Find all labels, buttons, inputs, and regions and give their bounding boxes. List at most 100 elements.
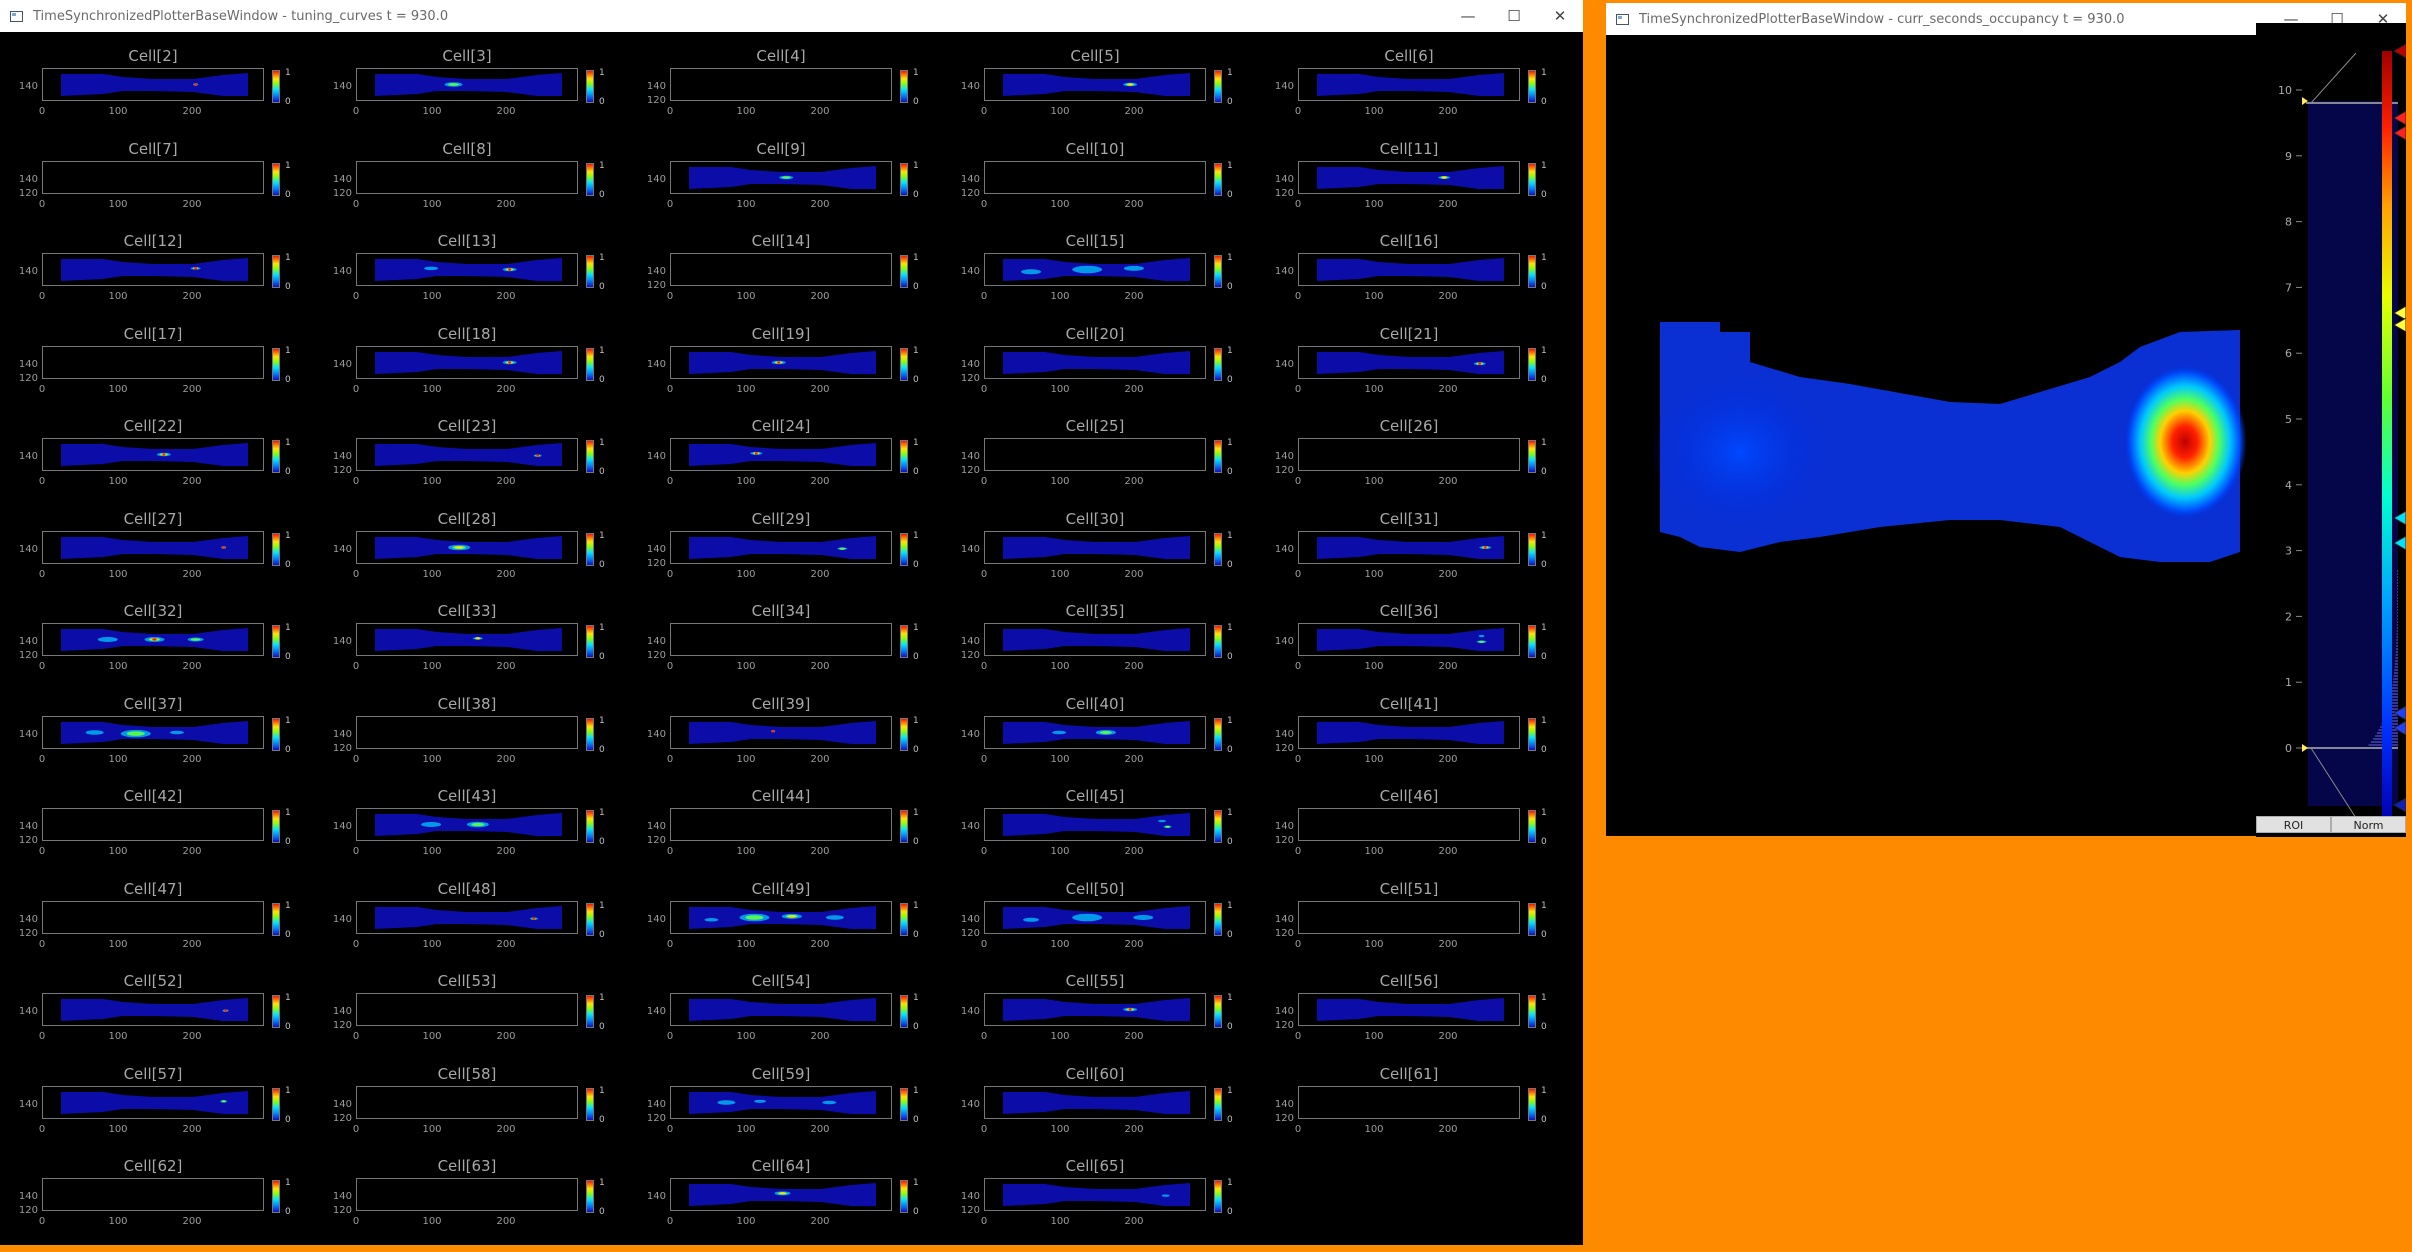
- norm-button[interactable]: Norm: [2331, 816, 2406, 833]
- tuning-curve-cell[interactable]: Cell[6] 140 0 100 200 1 0: [1264, 32, 1578, 124]
- tuning-plot[interactable]: [1298, 900, 1520, 934]
- tuning-plot[interactable]: [42, 808, 264, 841]
- tuning-curve-cell[interactable]: Cell[9] 140 0 100 200 1 0: [636, 125, 950, 217]
- tuning-plot[interactable]: [356, 438, 578, 471]
- tuning-curve-cell[interactable]: Cell[8] 140 120 0 100 200 1 0: [322, 125, 636, 217]
- tuning-curve-cell[interactable]: Cell[43] 140 0 100 200 1 0: [322, 772, 636, 864]
- tuning-plot[interactable]: [984, 68, 1206, 101]
- tuning-curve-cell[interactable]: Cell[21] 140 0 100 200 1 0: [1264, 310, 1578, 402]
- tuning-plot[interactable]: [984, 900, 1206, 934]
- tuning-plot[interactable]: [42, 715, 264, 749]
- tuning-curve-cell[interactable]: Cell[60] 140 0 100 200 1 0: [950, 1050, 1264, 1142]
- tuning-plot[interactable]: [984, 993, 1206, 1026]
- tuning-curve-cell[interactable]: Cell[14] 140 120 0 100 200 1 0: [636, 217, 950, 309]
- tuning-plot[interactable]: [984, 808, 1206, 841]
- tuning-curve-cell[interactable]: Cell[37] 140 0 100 200 1 0: [8, 680, 322, 772]
- tuning-plot[interactable]: [356, 623, 578, 656]
- tuning-plot[interactable]: [1298, 623, 1520, 656]
- tuning-plot[interactable]: [670, 993, 892, 1026]
- tuning-plot[interactable]: [356, 345, 578, 379]
- tuning-curve-cell[interactable]: Cell[62] 140 120 0 100 200 1 0: [8, 1142, 322, 1234]
- tuning-curve-cell[interactable]: Cell[2] 140 0 100 200 1 0: [8, 32, 322, 124]
- tuning-curve-cell[interactable]: Cell[20] 140 120 0 100 200 1 0: [950, 310, 1264, 402]
- tuning-curve-cell[interactable]: Cell[57] 140 0 100 200 1 0: [8, 1050, 322, 1142]
- minimize-button[interactable]: —: [1445, 0, 1491, 32]
- tuning-curve-cell[interactable]: Cell[11] 140 120 0 100 200 1 0: [1264, 125, 1578, 217]
- tuning-plot[interactable]: [356, 530, 578, 564]
- tuning-plot[interactable]: [670, 160, 892, 194]
- tuning-curve-cell[interactable]: Cell[22] 140 0 100 200 1 0: [8, 402, 322, 494]
- tuning-plot[interactable]: [670, 808, 892, 841]
- tuning-curve-cell[interactable]: Cell[30] 140 0 100 200 1 0: [950, 495, 1264, 587]
- tuning-curve-cell[interactable]: Cell[31] 140 0 100 200 1 0: [1264, 495, 1578, 587]
- tuning-plot[interactable]: [670, 438, 892, 471]
- tuning-plot[interactable]: [984, 715, 1206, 749]
- tuning-plot[interactable]: [356, 1085, 578, 1119]
- tuning-plot[interactable]: [670, 900, 892, 934]
- tuning-plot[interactable]: [1298, 345, 1520, 379]
- tuning-curve-cell[interactable]: Cell[29] 140 120 0 100 200 1 0: [636, 495, 950, 587]
- tuning-plot[interactable]: [356, 808, 578, 841]
- tuning-curve-cell[interactable]: Cell[27] 140 0 100 200 1 0: [8, 495, 322, 587]
- tuning-plot[interactable]: [356, 900, 578, 934]
- tuning-plot[interactable]: [984, 253, 1206, 286]
- tuning-plot[interactable]: [670, 68, 892, 101]
- tuning-plot[interactable]: [356, 1178, 578, 1211]
- tuning-plot[interactable]: [984, 345, 1206, 379]
- tuning-curve-cell[interactable]: Cell[53] 140 120 0 100 200 1 0: [322, 957, 636, 1049]
- tuning-plot[interactable]: [356, 253, 578, 286]
- tuning-curve-cell[interactable]: Cell[54] 140 0 100 200 1 0: [636, 957, 950, 1049]
- tuning-plot[interactable]: [984, 1178, 1206, 1211]
- tuning-curve-cell[interactable]: Cell[12] 140 0 100 200 1 0: [8, 217, 322, 309]
- tuning-curve-cell[interactable]: Cell[24] 140 0 100 200 1 0: [636, 402, 950, 494]
- tuning-curve-cell[interactable]: Cell[50] 140 120 0 100 200 1 0: [950, 865, 1264, 957]
- tuning-curve-cell[interactable]: Cell[18] 140 0 100 200 1 0: [322, 310, 636, 402]
- tuning-curve-cell[interactable]: Cell[34] 140 120 0 100 200 1 0: [636, 587, 950, 679]
- tuning-curve-cell[interactable]: Cell[4] 140 120 0 100 200 1 0: [636, 32, 950, 124]
- tuning-curve-cell[interactable]: Cell[13] 140 0 100 200 1 0: [322, 217, 636, 309]
- tuning-plot[interactable]: [670, 253, 892, 286]
- tuning-plot[interactable]: [42, 160, 264, 194]
- tuning-curve-cell[interactable]: Cell[41] 140 120 0 100 200 1 0: [1264, 680, 1578, 772]
- tuning-plot[interactable]: [356, 993, 578, 1026]
- tuning-plot[interactable]: [1298, 438, 1520, 471]
- tuning-curve-cell[interactable]: Cell[56] 140 120 0 100 200 1 0: [1264, 957, 1578, 1049]
- tuning-curve-cell[interactable]: Cell[46] 140 120 0 100 200 1 0: [1264, 772, 1578, 864]
- tuning-plot[interactable]: [670, 1085, 892, 1119]
- tuning-plot[interactable]: [670, 345, 892, 379]
- maximize-button[interactable]: ☐: [1491, 0, 1537, 32]
- tuning-plot[interactable]: [356, 715, 578, 749]
- tuning-curve-cell[interactable]: Cell[59] 140 120 0 100 200 1 0: [636, 1050, 950, 1142]
- tuning-curve-cell[interactable]: Cell[55] 140 0 100 200 1 0: [950, 957, 1264, 1049]
- tuning-curve-cell[interactable]: Cell[40] 140 0 100 200 1 0: [950, 680, 1264, 772]
- tuning-curve-cell[interactable]: Cell[58] 140 120 0 100 200 1 0: [322, 1050, 636, 1142]
- tuning-plot[interactable]: [1298, 1085, 1520, 1119]
- tuning-curve-cell[interactable]: Cell[49] 140 0 100 200 1 0: [636, 865, 950, 957]
- tuning-plot[interactable]: [984, 438, 1206, 471]
- tuning-plot[interactable]: [1298, 253, 1520, 286]
- tuning-plot[interactable]: [670, 1178, 892, 1211]
- tuning-plot[interactable]: [356, 160, 578, 194]
- tuning-curve-cell[interactable]: Cell[32] 140 120 0 100 200 1 0: [8, 587, 322, 679]
- titlebar[interactable]: TimeSynchronizedPlotterBaseWindow - tuni…: [0, 0, 1583, 32]
- tuning-curve-cell[interactable]: Cell[17] 140 120 0 100 200 1 0: [8, 310, 322, 402]
- tuning-curve-cell[interactable]: Cell[65] 140 120 0 100 200 1 0: [950, 1142, 1264, 1234]
- tuning-plot[interactable]: [42, 68, 264, 101]
- tuning-curve-cell[interactable]: Cell[45] 140 0 100 200 1 0: [950, 772, 1264, 864]
- tuning-plot[interactable]: [42, 1085, 264, 1119]
- tuning-plot[interactable]: [1298, 808, 1520, 841]
- tuning-curve-cell[interactable]: Cell[39] 140 0 100 200 1 0: [636, 680, 950, 772]
- tuning-plot[interactable]: [42, 345, 264, 379]
- tuning-plot[interactable]: [1298, 530, 1520, 564]
- tuning-curve-cell[interactable]: Cell[3] 140 0 100 200 1 0: [322, 32, 636, 124]
- tuning-curve-cell[interactable]: Cell[36] 140 0 100 200 1 0: [1264, 587, 1578, 679]
- tuning-curve-cell[interactable]: Cell[7] 140 120 0 100 200 1 0: [8, 125, 322, 217]
- tuning-curve-cell[interactable]: Cell[28] 140 0 100 200 1 0: [322, 495, 636, 587]
- tuning-plot[interactable]: [984, 530, 1206, 564]
- tuning-curve-cell[interactable]: Cell[5] 140 0 100 200 1 0: [950, 32, 1264, 124]
- tuning-curve-cell[interactable]: Cell[35] 140 120 0 100 200 1 0: [950, 587, 1264, 679]
- tuning-curve-cell[interactable]: Cell[42] 140 120 0 100 200 1 0: [8, 772, 322, 864]
- tuning-curve-cell[interactable]: Cell[10] 140 120 0 100 200 1 0: [950, 125, 1264, 217]
- histogram-panel[interactable]: 0 1 2 3 4 5 6 7 8 9 10: [2256, 23, 2407, 837]
- tuning-curve-cell[interactable]: Cell[25] 140 120 0 100 200 1 0: [950, 402, 1264, 494]
